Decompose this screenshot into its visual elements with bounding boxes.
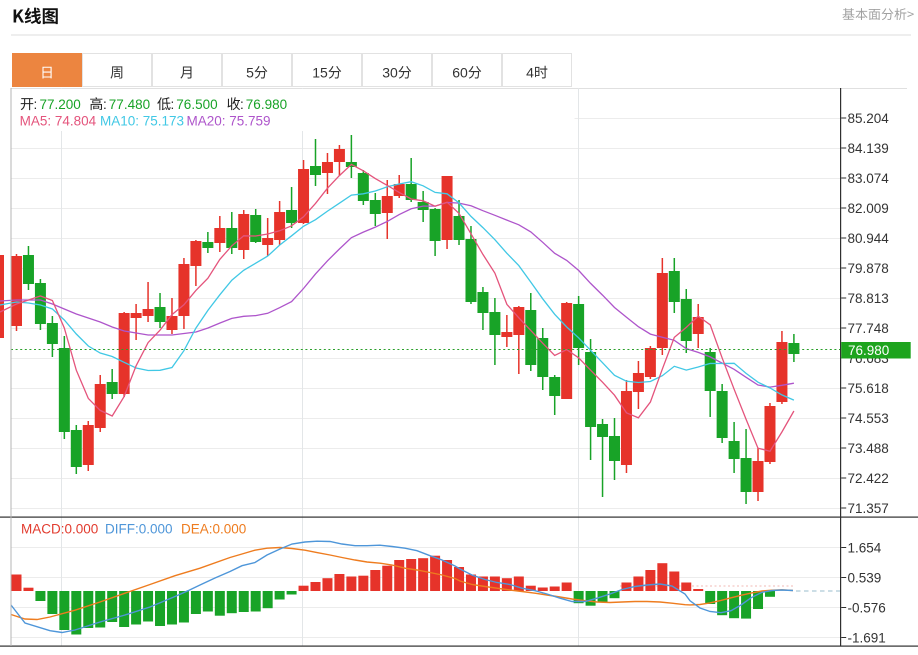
svg-text:MA10: 75.173: MA10: 75.173 xyxy=(100,114,184,129)
svg-text:73.488: 73.488 xyxy=(848,441,889,456)
svg-text:75.618: 75.618 xyxy=(848,381,889,396)
svg-text:85.204: 85.204 xyxy=(848,111,890,126)
svg-text:79.878: 79.878 xyxy=(848,261,889,276)
svg-text:60: 60 xyxy=(452,65,468,81)
svg-text:77.748: 77.748 xyxy=(848,321,889,336)
svg-text:DEA:0.000: DEA:0.000 xyxy=(181,522,246,537)
svg-text:30: 30 xyxy=(382,65,398,81)
svg-text::: : xyxy=(103,97,107,112)
svg-text::: : xyxy=(171,97,175,112)
svg-text:MA20: 75.759: MA20: 75.759 xyxy=(187,114,271,129)
svg-text:74.553: 74.553 xyxy=(848,411,889,426)
svg-text:4: 4 xyxy=(526,65,534,81)
svg-text:77.200: 77.200 xyxy=(40,97,81,112)
svg-text:-1.691: -1.691 xyxy=(848,630,886,645)
svg-text:1.654: 1.654 xyxy=(848,540,882,555)
svg-text:MA5: 74.804: MA5: 74.804 xyxy=(20,114,97,129)
svg-text:76.500: 76.500 xyxy=(176,97,217,112)
svg-text:15: 15 xyxy=(312,65,328,81)
svg-text:76.980: 76.980 xyxy=(246,97,287,112)
svg-text:77.480: 77.480 xyxy=(109,97,150,112)
svg-text:78.813: 78.813 xyxy=(848,291,889,306)
svg-text:MACD:0.000: MACD:0.000 xyxy=(21,522,98,537)
svg-text:-0.576: -0.576 xyxy=(848,600,886,615)
svg-text:76.980: 76.980 xyxy=(848,343,889,358)
svg-text:84.139: 84.139 xyxy=(848,141,889,156)
svg-text::: : xyxy=(34,97,38,112)
svg-text:83.074: 83.074 xyxy=(848,171,890,186)
svg-text:82.009: 82.009 xyxy=(848,201,889,216)
svg-text::: : xyxy=(240,97,244,112)
svg-text:72.422: 72.422 xyxy=(848,471,889,486)
svg-text:71.357: 71.357 xyxy=(848,501,889,516)
svg-text:80.944: 80.944 xyxy=(848,231,890,246)
svg-text:0.539: 0.539 xyxy=(848,570,882,585)
svg-text:DIFF:0.000: DIFF:0.000 xyxy=(105,522,173,537)
svg-text:5: 5 xyxy=(246,65,254,81)
